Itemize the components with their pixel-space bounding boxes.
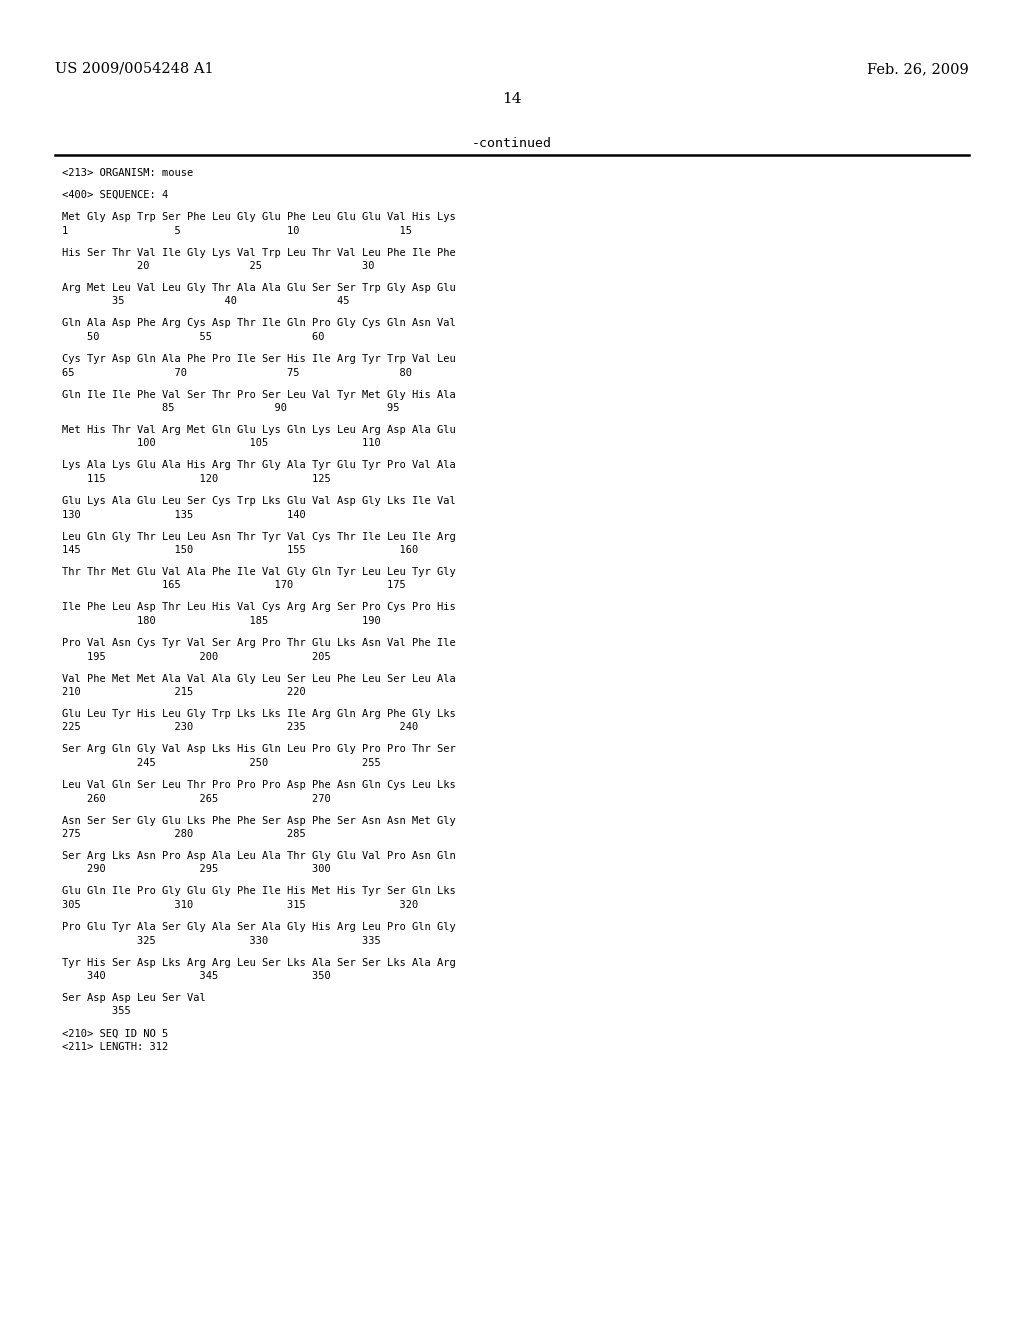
Text: Lys Ala Lys Glu Ala His Arg Thr Gly Ala Tyr Glu Tyr Pro Val Ala: Lys Ala Lys Glu Ala His Arg Thr Gly Ala … [62,461,456,470]
Text: Pro Glu Tyr Ala Ser Gly Ala Ser Ala Gly His Arg Leu Pro Gln Gly: Pro Glu Tyr Ala Ser Gly Ala Ser Ala Gly … [62,921,456,932]
Text: 245               250               255: 245 250 255 [62,758,381,768]
Text: 115               120               125: 115 120 125 [62,474,331,484]
Text: 130               135               140: 130 135 140 [62,510,306,520]
Text: Glu Leu Tyr His Leu Gly Trp Lks Lks Ile Arg Gln Arg Phe Gly Lks: Glu Leu Tyr His Leu Gly Trp Lks Lks Ile … [62,709,456,719]
Text: Val Phe Met Met Ala Val Ala Gly Leu Ser Leu Phe Leu Ser Leu Ala: Val Phe Met Met Ala Val Ala Gly Leu Ser … [62,673,456,684]
Text: 225               230               235               240: 225 230 235 240 [62,722,418,733]
Text: Asn Ser Ser Gly Glu Lks Phe Phe Ser Asp Phe Ser Asn Asn Met Gly: Asn Ser Ser Gly Glu Lks Phe Phe Ser Asp … [62,816,456,825]
Text: 275               280               285: 275 280 285 [62,829,306,840]
Text: 165               170               175: 165 170 175 [62,581,406,590]
Text: Ser Arg Gln Gly Val Asp Lks His Gln Leu Pro Gly Pro Pro Thr Ser: Ser Arg Gln Gly Val Asp Lks His Gln Leu … [62,744,456,755]
Text: Thr Thr Met Glu Val Ala Phe Ile Val Gly Gln Tyr Leu Leu Tyr Gly: Thr Thr Met Glu Val Ala Phe Ile Val Gly … [62,568,456,577]
Text: Ile Phe Leu Asp Thr Leu His Val Cys Arg Arg Ser Pro Cys Pro His: Ile Phe Leu Asp Thr Leu His Val Cys Arg … [62,602,456,612]
Text: <400> SEQUENCE: 4: <400> SEQUENCE: 4 [62,190,168,201]
Text: Met His Thr Val Arg Met Gln Glu Lys Gln Lys Leu Arg Asp Ala Glu: Met His Thr Val Arg Met Gln Glu Lys Gln … [62,425,456,436]
Text: Ser Arg Lks Asn Pro Asp Ala Leu Ala Thr Gly Glu Val Pro Asn Gln: Ser Arg Lks Asn Pro Asp Ala Leu Ala Thr … [62,851,456,861]
Text: 260               265               270: 260 265 270 [62,793,331,804]
Text: Tyr His Ser Asp Lks Arg Arg Leu Ser Lks Ala Ser Ser Lks Ala Arg: Tyr His Ser Asp Lks Arg Arg Leu Ser Lks … [62,957,456,968]
Text: Gln Ile Ile Phe Val Ser Thr Pro Ser Leu Val Tyr Met Gly His Ala: Gln Ile Ile Phe Val Ser Thr Pro Ser Leu … [62,389,456,400]
Text: Arg Met Leu Val Leu Gly Thr Ala Ala Glu Ser Ser Trp Gly Asp Glu: Arg Met Leu Val Leu Gly Thr Ala Ala Glu … [62,282,456,293]
Text: Ser Asp Asp Leu Ser Val: Ser Asp Asp Leu Ser Val [62,993,206,1003]
Text: 20                25                30: 20 25 30 [62,261,375,271]
Text: 180               185               190: 180 185 190 [62,616,381,626]
Text: Met Gly Asp Trp Ser Phe Leu Gly Glu Phe Leu Glu Glu Val His Lys: Met Gly Asp Trp Ser Phe Leu Gly Glu Phe … [62,213,456,222]
Text: 305               310               315               320: 305 310 315 320 [62,900,418,909]
Text: Pro Val Asn Cys Tyr Val Ser Arg Pro Thr Glu Lks Asn Val Phe Ile: Pro Val Asn Cys Tyr Val Ser Arg Pro Thr … [62,638,456,648]
Text: 210               215               220: 210 215 220 [62,686,306,697]
Text: <210> SEQ ID NO 5: <210> SEQ ID NO 5 [62,1028,168,1039]
Text: 325               330               335: 325 330 335 [62,936,381,945]
Text: 145               150               155               160: 145 150 155 160 [62,545,418,554]
Text: Leu Val Gln Ser Leu Thr Pro Pro Pro Asp Phe Asn Gln Cys Leu Lks: Leu Val Gln Ser Leu Thr Pro Pro Pro Asp … [62,780,456,789]
Text: -continued: -continued [472,137,552,150]
Text: 355: 355 [62,1006,131,1016]
Text: 14: 14 [502,92,522,106]
Text: Glu Gln Ile Pro Gly Glu Gly Phe Ile His Met His Tyr Ser Gln Lks: Glu Gln Ile Pro Gly Glu Gly Phe Ile His … [62,887,456,896]
Text: <213> ORGANISM: mouse: <213> ORGANISM: mouse [62,168,194,178]
Text: 340               345               350: 340 345 350 [62,972,331,981]
Text: Gln Ala Asp Phe Arg Cys Asp Thr Ile Gln Pro Gly Cys Gln Asn Val: Gln Ala Asp Phe Arg Cys Asp Thr Ile Gln … [62,318,456,329]
Text: 50                55                60: 50 55 60 [62,333,325,342]
Text: 290               295               300: 290 295 300 [62,865,331,874]
Text: 85                90                95: 85 90 95 [62,403,399,413]
Text: His Ser Thr Val Ile Gly Lys Val Trp Leu Thr Val Leu Phe Ile Phe: His Ser Thr Val Ile Gly Lys Val Trp Leu … [62,248,456,257]
Text: Cys Tyr Asp Gln Ala Phe Pro Ile Ser His Ile Arg Tyr Trp Val Leu: Cys Tyr Asp Gln Ala Phe Pro Ile Ser His … [62,354,456,364]
Text: 195               200               205: 195 200 205 [62,652,331,661]
Text: 65                70                75                80: 65 70 75 80 [62,367,412,378]
Text: Leu Gln Gly Thr Leu Leu Asn Thr Tyr Val Cys Thr Ile Leu Ile Arg: Leu Gln Gly Thr Leu Leu Asn Thr Tyr Val … [62,532,456,541]
Text: Glu Lys Ala Glu Leu Ser Cys Trp Lks Glu Val Asp Gly Lks Ile Val: Glu Lys Ala Glu Leu Ser Cys Trp Lks Glu … [62,496,456,506]
Text: 100               105               110: 100 105 110 [62,438,381,449]
Text: 35                40                45: 35 40 45 [62,297,349,306]
Text: Feb. 26, 2009: Feb. 26, 2009 [867,62,969,77]
Text: <211> LENGTH: 312: <211> LENGTH: 312 [62,1041,168,1052]
Text: US 2009/0054248 A1: US 2009/0054248 A1 [55,62,214,77]
Text: 1                 5                 10                15: 1 5 10 15 [62,226,412,235]
